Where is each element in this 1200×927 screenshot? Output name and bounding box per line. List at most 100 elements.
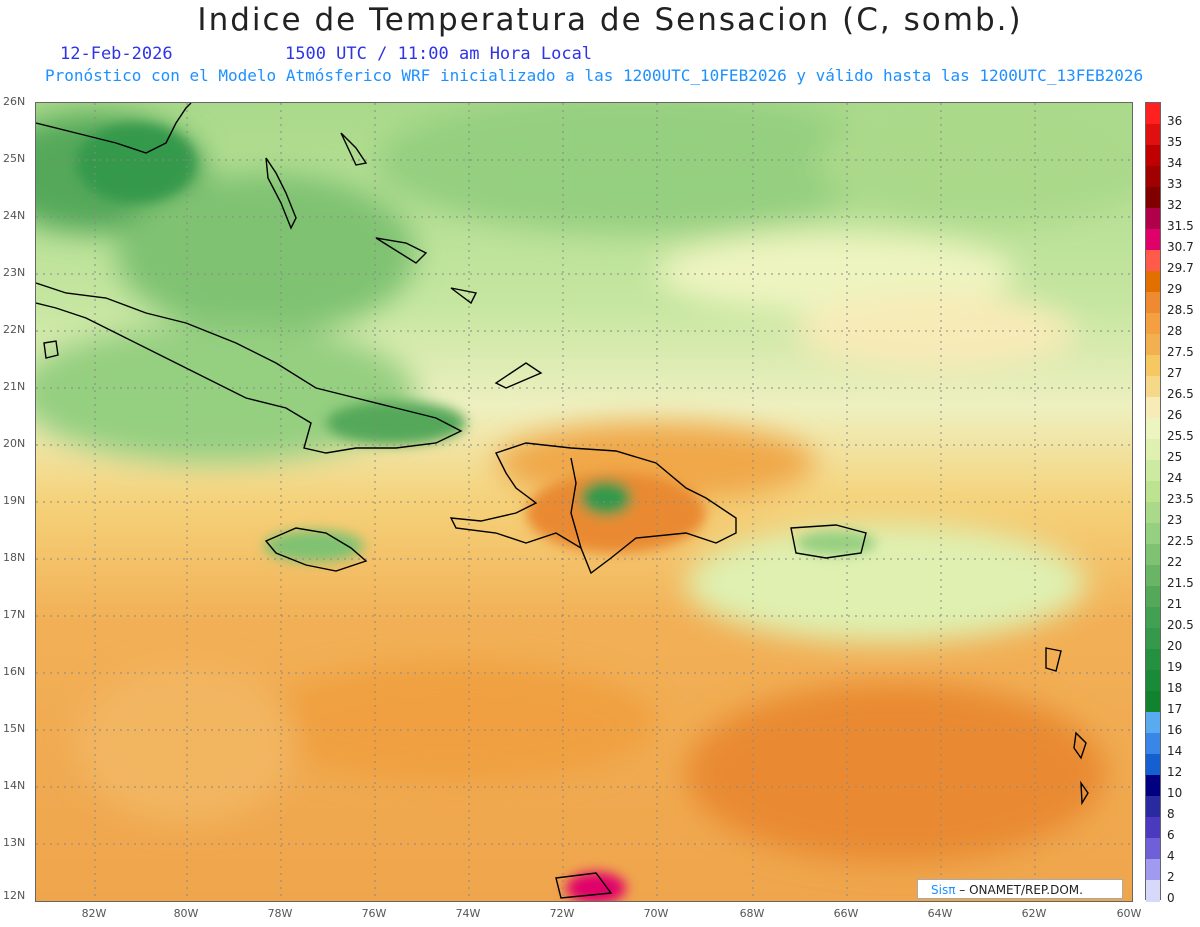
- colorbar-swatch: [1146, 460, 1160, 482]
- lon-label: 70W: [643, 907, 669, 920]
- hispaniola-coast: [449, 442, 737, 575]
- bahamas-4: [450, 287, 478, 305]
- forecast-info: Pronóstico con el Modelo Atmósferico WRF…: [45, 66, 1144, 85]
- lat-label: 15N: [3, 722, 26, 735]
- colorbar-label: 22: [1167, 554, 1183, 569]
- lat-label: 20N: [3, 437, 26, 450]
- lon-label: 68W: [739, 907, 765, 920]
- lat-label: 13N: [3, 836, 26, 849]
- colorbar-label: 24: [1167, 470, 1183, 485]
- colorbar-label: 32: [1167, 197, 1183, 212]
- colorbar-swatch: [1146, 502, 1160, 524]
- colorbar-label: 36: [1167, 113, 1183, 128]
- colorbar-label: 25.5: [1167, 428, 1194, 443]
- lon-label: 62W: [1021, 907, 1047, 920]
- colorbar-swatch: [1146, 124, 1160, 146]
- colorbar-label: 20: [1167, 638, 1183, 653]
- colorbar-swatch: [1146, 670, 1160, 692]
- colorbar-swatch: [1146, 166, 1160, 188]
- lat-label: 24N: [3, 209, 26, 222]
- colorbar-label: 14: [1167, 743, 1183, 758]
- colorbar-label: 16: [1167, 722, 1183, 737]
- colorbar-label: 12: [1167, 764, 1183, 779]
- lat-label: 18N: [3, 551, 26, 564]
- colorbar-swatch: [1146, 355, 1160, 377]
- graticule: [36, 103, 1132, 901]
- bahamas-3: [375, 237, 428, 264]
- puerto-rico-coast: [790, 524, 867, 559]
- colorbar-swatch: [1146, 292, 1160, 314]
- colorbar-swatch: [1146, 418, 1160, 440]
- valid-date: 12-Feb-2026: [60, 44, 173, 64]
- colorbar-swatch: [1146, 838, 1160, 860]
- lat-label: 16N: [3, 665, 26, 678]
- colorbar-label: 20.5: [1167, 617, 1194, 632]
- lat-label: 21N: [3, 380, 26, 393]
- lon-label: 76W: [361, 907, 387, 920]
- bahamas-2: [340, 132, 368, 166]
- colorbar-label: 28: [1167, 323, 1183, 338]
- lesser-antilles-1: [1045, 647, 1062, 672]
- jamaica-coast: [264, 527, 368, 572]
- lon-label: 80W: [173, 907, 199, 920]
- colorbar-swatch: [1146, 712, 1160, 734]
- colorbar-swatch: [1146, 880, 1160, 902]
- brand-logo-text: Sisπ: [931, 883, 956, 897]
- colorbar-label: 28.5: [1167, 302, 1194, 317]
- colorbar-swatch: [1146, 544, 1160, 566]
- lon-label: 74W: [455, 907, 481, 920]
- colorbar-label: 19: [1167, 659, 1183, 674]
- colorbar-label: 35: [1167, 134, 1183, 149]
- colorbar-label: 2: [1167, 869, 1175, 884]
- lat-label: 19N: [3, 494, 26, 507]
- colorbar-swatch: [1146, 754, 1160, 776]
- coastlines: [36, 103, 1089, 899]
- valid-time: 1500 UTC / 11:00 am Hora Local: [285, 44, 593, 64]
- colorbar-label: 8: [1167, 806, 1175, 821]
- lon-label: 64W: [927, 907, 953, 920]
- credit-box: Sisπ – ONAMET/REP.DOM.: [917, 879, 1123, 899]
- colorbar-swatch: [1146, 229, 1160, 251]
- colorbar-label: 18: [1167, 680, 1183, 695]
- colorbar-swatch: [1146, 586, 1160, 608]
- colorbar-swatch: [1146, 481, 1160, 503]
- map-title: Indice de Temperatura de Sensacion (C, s…: [197, 2, 1023, 38]
- lat-label: 17N: [3, 608, 26, 621]
- colorbar-label: 23.5: [1167, 491, 1194, 506]
- colorbar-label: 33: [1167, 176, 1183, 191]
- colorbar-label: 29.7: [1167, 260, 1194, 275]
- lat-label: 23N: [3, 266, 26, 279]
- lat-label: 26N: [3, 95, 26, 108]
- lon-label: 72W: [549, 907, 575, 920]
- colorbar-swatch: [1146, 859, 1160, 881]
- colorbar-label: 27.5: [1167, 344, 1194, 359]
- lon-label: 60W: [1116, 907, 1142, 920]
- colorbar-label: 21: [1167, 596, 1183, 611]
- colorbar-swatch: [1146, 733, 1160, 755]
- lesser-antilles-3: [1080, 780, 1089, 806]
- colorbar-label: 34: [1167, 155, 1183, 170]
- colorbar-label: 26: [1167, 407, 1183, 422]
- colorbar-swatch: [1146, 523, 1160, 545]
- temperature-blobs: [36, 103, 1132, 863]
- colorbar-label: 25: [1167, 449, 1183, 464]
- colorbar-label: 26.5: [1167, 386, 1194, 401]
- colorbar-label: 6: [1167, 827, 1175, 842]
- aruba-curacao: [555, 872, 613, 899]
- colorbar-swatch: [1146, 250, 1160, 272]
- map-svg: [36, 103, 1132, 901]
- colorbar-swatch: [1146, 271, 1160, 293]
- colorbar-swatch: [1146, 607, 1160, 629]
- colorbar-label: 4: [1167, 848, 1175, 863]
- colorbar-swatch: [1146, 775, 1160, 797]
- colorbar-swatch: [1146, 313, 1160, 335]
- isla-juventud: [43, 340, 59, 359]
- colorbar: [1145, 102, 1161, 902]
- cuba-coast: [36, 282, 463, 454]
- colorbar-label: 27: [1167, 365, 1183, 380]
- turks: [494, 362, 543, 389]
- colorbar-swatch: [1146, 334, 1160, 356]
- lat-label: 12N: [3, 889, 26, 902]
- colorbar-label: 17: [1167, 701, 1183, 716]
- colorbar-swatch: [1146, 397, 1160, 419]
